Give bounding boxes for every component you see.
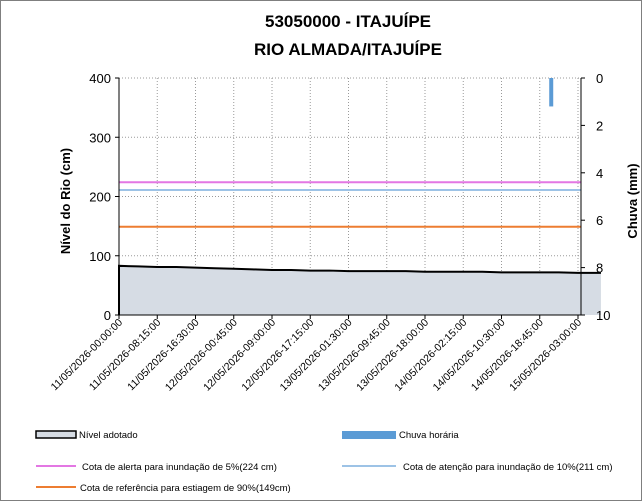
x-tick-label: 14/05/2026-18:45:00 [469, 317, 546, 394]
y2-tick-label: 2 [596, 118, 603, 133]
y2-tick-label: 4 [596, 166, 603, 181]
x-tick-label: 14/05/2026-02:15:00 [392, 317, 469, 394]
rain-bar [549, 78, 554, 107]
legend-label: Cota de referência para estiagem de 90%(… [80, 483, 291, 494]
legend-label: Chuva horária [399, 430, 459, 441]
x-tick-label: 13/05/2026-09:45:00 [316, 317, 393, 394]
x-tick-label: 11/05/2026-00:00:00 [49, 317, 126, 394]
x-tick-label: 12/05/2026-00:45:00 [163, 317, 240, 394]
y-tick-label: 0 [104, 308, 111, 323]
y-tick-label: 300 [89, 130, 111, 145]
y-tick-label: 200 [89, 190, 111, 205]
y2-tick-label: 0 [596, 71, 603, 86]
legend-swatch-nivel [35, 430, 77, 439]
legend-label: Nível adotado [79, 430, 138, 441]
x-tick-label: 12/05/2026-09:00:00 [201, 317, 278, 394]
x-tick-label: 15/05/2026-03:00:00 [507, 317, 584, 394]
x-tick-label: 13/05/2026-18:00:00 [354, 317, 431, 394]
series-area-fill [119, 265, 601, 315]
legend-label: Cota de alerta para inundação de 5%(224 … [82, 462, 277, 473]
y2-tick-label: 8 [596, 261, 603, 276]
x-tick-label: 11/05/2026-08:15:00 [87, 317, 164, 394]
x-tick-label: 13/05/2026-01:30:00 [278, 317, 355, 394]
x-tick-label: 12/05/2026-17:15:00 [239, 317, 316, 394]
y2-tick-label: 6 [596, 213, 603, 228]
x-tick-label: 14/05/2026-10:30:00 [431, 317, 508, 394]
legend-label: Cota de atenção para inundação de 10%(21… [403, 462, 613, 473]
x-tick-label: 11/05/2026-16:30:00 [125, 317, 202, 394]
series-line-nivel [118, 264, 601, 315]
y-tick-label: 400 [89, 71, 111, 86]
legend-swatch-chuva [342, 431, 396, 439]
legend: Nível adotado Chuva horária Cota de alerta… [35, 430, 613, 494]
y2-axis-label: Chuva (mm) [625, 163, 640, 238]
y2-tick-label: 10 [596, 308, 610, 323]
y-tick-label: 100 [89, 249, 111, 264]
chart-title: 53050000 - ITAJUÍPE [265, 12, 431, 31]
chart-subtitle: RIO ALMADA/ITAJUÍPE [254, 40, 442, 59]
y-axis-label: Nível do Rio (cm) [58, 148, 73, 254]
